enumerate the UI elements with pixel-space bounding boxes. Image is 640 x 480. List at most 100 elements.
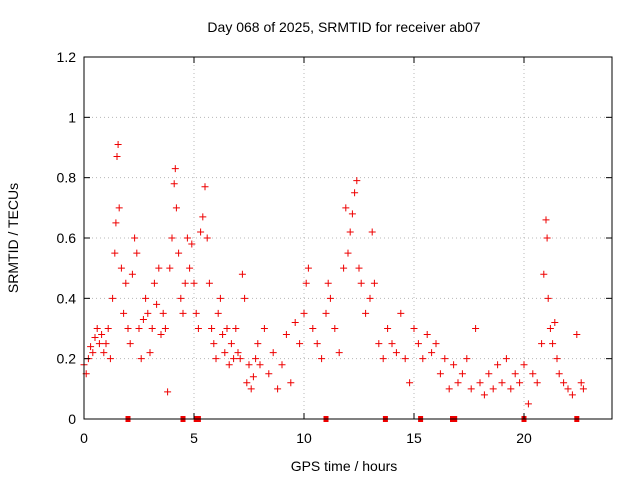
- data-point: [454, 379, 462, 387]
- data-point: [227, 340, 235, 348]
- data-point: [161, 325, 169, 332]
- data-point: [555, 370, 563, 378]
- data-point: [458, 370, 466, 378]
- data-point: [489, 385, 497, 393]
- data-point: [538, 340, 546, 348]
- data-point: [236, 355, 244, 363]
- data-point: [124, 325, 132, 332]
- data-point: [401, 355, 409, 363]
- data-point: [296, 340, 304, 348]
- x-tick-label: 10: [296, 430, 312, 446]
- data-point: [282, 331, 290, 339]
- data-point: [126, 340, 134, 348]
- data-point: [205, 279, 213, 287]
- data-point: [331, 325, 339, 332]
- data-point: [112, 219, 120, 227]
- data-point: [153, 300, 161, 308]
- data-point: [212, 355, 220, 363]
- y-tick-label: 0.6: [57, 230, 77, 246]
- data-point: [287, 379, 295, 387]
- data-point: [111, 249, 119, 257]
- data-point: [186, 264, 194, 272]
- data-point: [208, 325, 216, 332]
- data-point: [91, 334, 99, 342]
- data-point: [540, 270, 548, 278]
- data-point: [476, 379, 484, 387]
- data-point: [102, 340, 110, 348]
- data-point: [159, 309, 167, 317]
- data-point: [166, 264, 174, 272]
- data-point: [150, 279, 158, 287]
- x-axis-label: GPS time / hours: [291, 458, 398, 474]
- data-point: [135, 325, 143, 332]
- data-point: [168, 234, 176, 242]
- data-point: [133, 249, 141, 257]
- data-point: [344, 249, 352, 257]
- data-point: [573, 331, 581, 339]
- data-point: [485, 370, 493, 378]
- data-point: [234, 349, 242, 357]
- data-point: [300, 309, 308, 317]
- data-point: [219, 331, 227, 339]
- data-point: [524, 400, 532, 408]
- data-point: [388, 340, 396, 348]
- y-axis-label: SRMTID / TECUs: [5, 183, 21, 293]
- data-point: [274, 385, 282, 393]
- data-point: [199, 213, 207, 221]
- data-point: [342, 204, 350, 212]
- data-point: [216, 294, 224, 302]
- data-point: [546, 325, 554, 332]
- data-point: [551, 318, 559, 326]
- data-point: [463, 355, 471, 363]
- data-point: [357, 279, 365, 287]
- data-point: [249, 373, 257, 381]
- data-point: [201, 183, 209, 191]
- data-point: [419, 355, 427, 363]
- data-point: [324, 279, 332, 287]
- data-points: [80, 140, 587, 408]
- data-point: [164, 388, 172, 396]
- data-point: [113, 153, 121, 161]
- data-point: [238, 270, 246, 278]
- data-point: [225, 361, 233, 369]
- data-point: [252, 355, 260, 363]
- data-point: [245, 361, 253, 369]
- data-point: [203, 234, 211, 242]
- data-point: [302, 279, 310, 287]
- data-point: [511, 370, 519, 378]
- data-point: [507, 385, 515, 393]
- data-point: [494, 361, 502, 369]
- data-point: [553, 355, 561, 363]
- data-point: [137, 355, 145, 363]
- data-point: [144, 309, 152, 317]
- x-tick-label: 5: [190, 430, 198, 446]
- data-point: [384, 325, 392, 332]
- data-point: [355, 264, 363, 272]
- data-point: [89, 349, 97, 357]
- data-point: [109, 294, 117, 302]
- axis-ticks: 0 0.2 0.4 0.6 0.8 1 1.2 0 5 10 15 20: [57, 49, 612, 446]
- x-tick-label: 20: [516, 430, 532, 446]
- x-tick-label: 0: [80, 430, 88, 446]
- data-point: [309, 325, 317, 332]
- data-point: [516, 379, 524, 387]
- data-point: [254, 340, 262, 348]
- data-point: [175, 249, 183, 257]
- data-point: [98, 331, 106, 339]
- data-point: [120, 309, 128, 317]
- data-point: [243, 379, 251, 387]
- data-point: [100, 349, 108, 357]
- data-point: [197, 228, 205, 236]
- data-point: [318, 355, 326, 363]
- data-point: [172, 204, 180, 212]
- data-point: [106, 355, 114, 363]
- data-point: [278, 361, 286, 369]
- data-point: [247, 385, 255, 393]
- y-tick-label: 1.2: [57, 49, 77, 65]
- data-point: [423, 331, 431, 339]
- data-point: [183, 234, 191, 242]
- data-point: [171, 165, 179, 173]
- data-point: [414, 340, 422, 348]
